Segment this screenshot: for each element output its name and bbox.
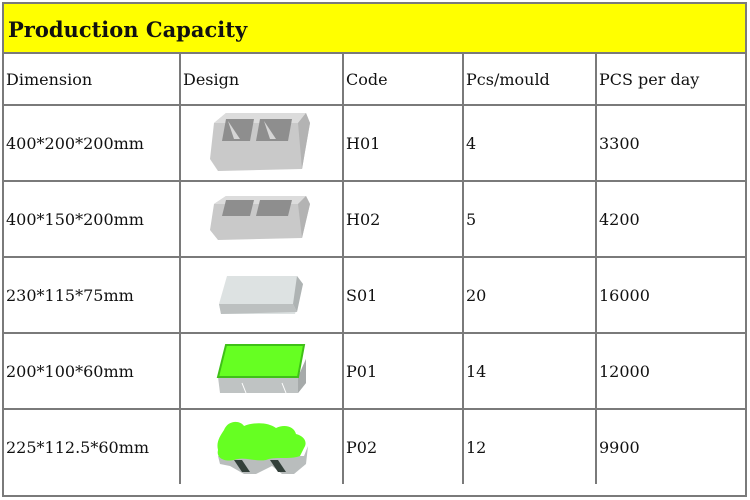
header-code: Code <box>342 54 464 106</box>
header-design: Design <box>179 54 344 106</box>
dimension-cell: 225*112.5*60mm <box>4 408 181 484</box>
rectangle-paver-icon <box>216 344 306 394</box>
hollow-block-icon <box>209 196 310 240</box>
code-cell: H02 <box>342 180 464 258</box>
code-cell: P01 <box>342 332 464 410</box>
code-cell: P02 <box>342 408 464 484</box>
hollow-block-icon <box>209 113 310 171</box>
pcs-day-cell: 16000 <box>595 256 745 334</box>
dimension-cell: 200*100*60mm <box>4 332 181 410</box>
table-row: 230*115*75mm S01 20 16000 <box>4 256 745 334</box>
production-table: Dimension Design Code Pcs/mould PCS per … <box>4 54 745 484</box>
pcs-day-cell: 9900 <box>595 408 745 484</box>
table-row: 400*200*200mm H01 4 3300 <box>4 104 745 182</box>
dimension-cell: 230*115*75mm <box>4 256 181 334</box>
pcs-mould-cell: 5 <box>462 180 597 258</box>
header-row: Dimension Design Code Pcs/mould PCS per … <box>4 54 745 106</box>
dimension-cell: 400*200*200mm <box>4 104 181 182</box>
code-cell: S01 <box>342 256 464 334</box>
header-pcs-day: PCS per day <box>595 54 745 106</box>
table-row: 225*112.5*60mm P02 12 9900 <box>4 408 745 484</box>
pcs-mould-cell: 4 <box>462 104 597 182</box>
pcs-day-cell: 3300 <box>595 104 745 182</box>
header-pcs-mould: Pcs/mould <box>462 54 597 106</box>
solid-brick-icon <box>218 276 303 314</box>
table-title: Production Capacity <box>4 4 745 54</box>
pcs-mould-cell: 14 <box>462 332 597 410</box>
table-row: 400*150*200mm H02 5 4200 <box>4 180 745 258</box>
table-row: 200*100*60mm P01 14 12000 <box>4 332 745 410</box>
dimension-cell: 400*150*200mm <box>4 180 181 258</box>
pcs-day-cell: 12000 <box>595 332 745 410</box>
header-dimension: Dimension <box>4 54 181 106</box>
pcs-mould-cell: 12 <box>462 408 597 484</box>
pcs-day-cell: 4200 <box>595 180 745 258</box>
pcs-mould-cell: 20 <box>462 256 597 334</box>
code-cell: H01 <box>342 104 464 182</box>
zigzag-paver-icon <box>216 421 308 474</box>
